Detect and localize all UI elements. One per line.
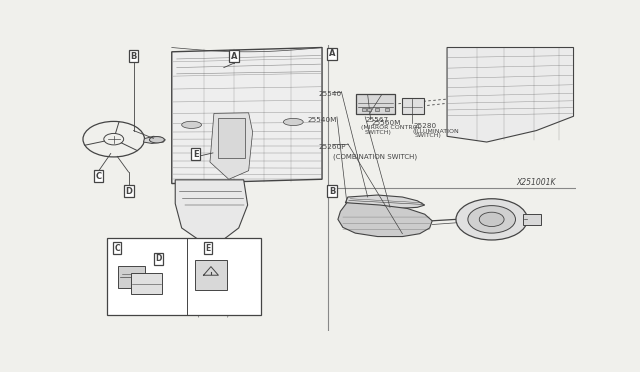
Text: B: B bbox=[329, 187, 335, 196]
Ellipse shape bbox=[150, 137, 164, 143]
Polygon shape bbox=[346, 195, 425, 208]
Circle shape bbox=[479, 212, 504, 227]
Text: E: E bbox=[205, 244, 211, 253]
FancyBboxPatch shape bbox=[218, 118, 245, 158]
Bar bbox=[362, 108, 365, 110]
Polygon shape bbox=[338, 203, 432, 237]
FancyBboxPatch shape bbox=[523, 214, 541, 225]
Polygon shape bbox=[143, 136, 165, 144]
Text: (COMBINATION SWITCH): (COMBINATION SWITCH) bbox=[333, 154, 417, 160]
Text: A: A bbox=[329, 49, 335, 58]
Text: X251001K: X251001K bbox=[516, 178, 556, 187]
Text: E: E bbox=[193, 150, 198, 158]
Text: 25540M: 25540M bbox=[308, 117, 337, 123]
FancyBboxPatch shape bbox=[118, 266, 145, 288]
FancyBboxPatch shape bbox=[195, 260, 227, 289]
Circle shape bbox=[456, 199, 527, 240]
Polygon shape bbox=[175, 180, 248, 240]
Text: 25280: 25280 bbox=[413, 123, 436, 129]
FancyBboxPatch shape bbox=[356, 94, 395, 114]
FancyBboxPatch shape bbox=[402, 98, 424, 114]
Text: D: D bbox=[155, 254, 161, 263]
Bar bbox=[108, 238, 261, 315]
Text: C: C bbox=[96, 172, 102, 181]
Text: 25260P: 25260P bbox=[318, 144, 346, 150]
Bar bbox=[385, 108, 389, 110]
Text: A: A bbox=[230, 52, 237, 61]
Bar bbox=[367, 108, 371, 110]
Text: (ILLUMINATION: (ILLUMINATION bbox=[412, 129, 459, 134]
Text: 25567: 25567 bbox=[365, 117, 388, 123]
Text: 25540: 25540 bbox=[318, 92, 341, 97]
Ellipse shape bbox=[182, 121, 202, 128]
Bar bbox=[375, 108, 379, 110]
Text: (HAZARD): (HAZARD) bbox=[196, 311, 230, 317]
Text: B: B bbox=[131, 52, 137, 61]
Circle shape bbox=[468, 206, 515, 233]
Polygon shape bbox=[210, 113, 253, 179]
Polygon shape bbox=[172, 48, 322, 183]
Text: 25910: 25910 bbox=[201, 304, 225, 313]
Text: SWITCH): SWITCH) bbox=[414, 133, 441, 138]
Text: C: C bbox=[115, 244, 120, 253]
Text: D: D bbox=[125, 187, 132, 196]
Polygon shape bbox=[447, 48, 573, 142]
Text: 25550M: 25550M bbox=[130, 307, 161, 316]
FancyBboxPatch shape bbox=[131, 273, 163, 294]
Text: (MIRROR CONTROL: (MIRROR CONTROL bbox=[361, 125, 421, 130]
Text: SWITCH): SWITCH) bbox=[364, 130, 391, 135]
Ellipse shape bbox=[284, 118, 303, 126]
Text: 25560M: 25560M bbox=[372, 119, 401, 126]
